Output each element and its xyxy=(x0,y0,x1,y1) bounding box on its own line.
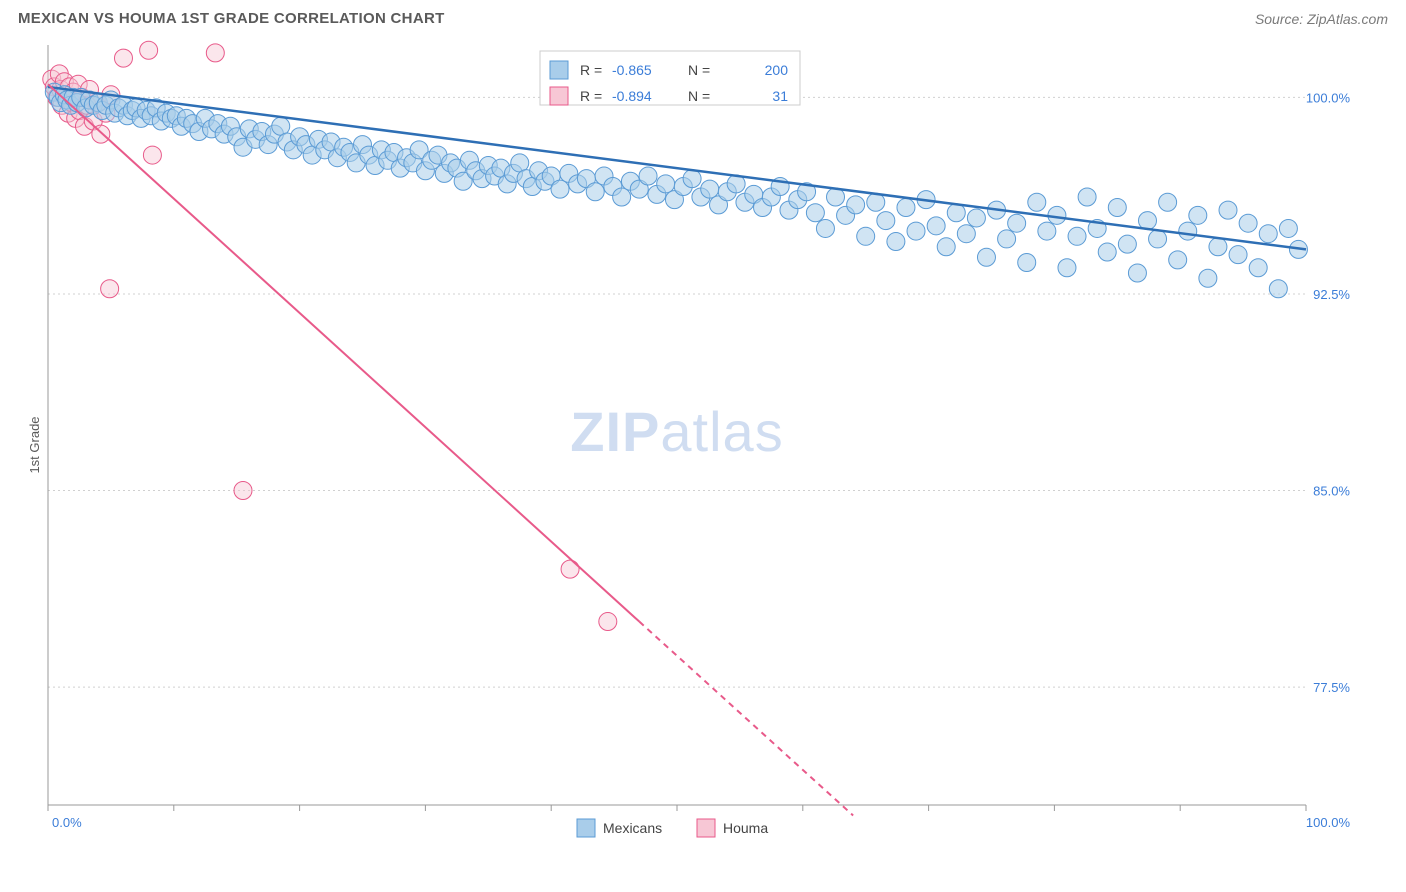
mexicans-point xyxy=(1159,193,1177,211)
mexicans-point xyxy=(1219,201,1237,219)
houma-trend-line-dash xyxy=(639,622,853,816)
watermark: ZIPatlas xyxy=(570,400,783,463)
mexicans-point xyxy=(1239,214,1257,232)
mexicans-trend-line xyxy=(48,87,1306,249)
mexicans-point xyxy=(806,204,824,222)
mexicans-point xyxy=(613,188,631,206)
mexicans-point xyxy=(1128,264,1146,282)
mexicans-point xyxy=(1269,280,1287,298)
mexicans-point xyxy=(586,183,604,201)
correlation-chart: 77.5% 85.0% 92.5% 100.0% ZIPatlas R = -0.865 N … xyxy=(0,35,1406,855)
stats-r-value: -0.894 xyxy=(612,88,652,104)
stats-r-label: R = xyxy=(580,88,602,104)
mexicans-point xyxy=(1229,246,1247,264)
mexicans-point xyxy=(1058,259,1076,277)
mexicans-point xyxy=(957,225,975,243)
y-axis-label: 1st Grade xyxy=(27,416,42,473)
mexicans-point xyxy=(1008,214,1026,232)
mexicans-point xyxy=(1259,225,1277,243)
mexicans-point xyxy=(998,230,1016,248)
mexicans-point xyxy=(1018,254,1036,272)
stats-n-value: 31 xyxy=(772,88,788,104)
mexicans-point xyxy=(967,209,985,227)
stats-swatch xyxy=(550,87,568,105)
y-tick-label: 100.0% xyxy=(1306,90,1351,105)
mexicans-point xyxy=(683,170,701,188)
houma-point xyxy=(114,49,132,67)
stats-r-label: R = xyxy=(580,62,602,78)
mexicans-point xyxy=(877,212,895,230)
mexicans-point xyxy=(1068,227,1086,245)
legend-label: Houma xyxy=(723,820,768,836)
houma-point xyxy=(143,146,161,164)
houma-point xyxy=(561,560,579,578)
y-tick-label: 77.5% xyxy=(1313,680,1350,695)
stats-n-label: N = xyxy=(688,88,710,104)
mexicans-point xyxy=(947,204,965,222)
legend-swatch xyxy=(577,819,595,837)
mexicans-point xyxy=(1118,235,1136,253)
mexicans-point xyxy=(977,248,995,266)
mexicans-point xyxy=(639,167,657,185)
mexicans-point xyxy=(1169,251,1187,269)
mexicans-point xyxy=(1149,230,1167,248)
y-tick-label: 85.0% xyxy=(1313,484,1350,499)
correlation-stats-box xyxy=(540,51,800,105)
y-tick-label: 92.5% xyxy=(1313,287,1350,302)
houma-point xyxy=(234,482,252,500)
mexicans-point xyxy=(1209,238,1227,256)
houma-point xyxy=(599,613,617,631)
mexicans-point xyxy=(816,219,834,237)
legend-label: Mexicans xyxy=(603,820,662,836)
houma-point xyxy=(101,280,119,298)
houma-trend-line xyxy=(48,84,639,621)
mexicans-point xyxy=(1179,222,1197,240)
mexicans-point xyxy=(907,222,925,240)
mexicans-point xyxy=(657,175,675,193)
mexicans-point xyxy=(1028,193,1046,211)
stats-swatch xyxy=(550,61,568,79)
mexicans-point xyxy=(701,180,719,198)
mexicans-point xyxy=(937,238,955,256)
mexicans-point xyxy=(1249,259,1267,277)
chart-title: MEXICAN VS HOUMA 1ST GRADE CORRELATION C… xyxy=(18,10,445,27)
x-tick-right: 100.0% xyxy=(1306,815,1351,830)
mexicans-point xyxy=(847,196,865,214)
mexicans-point xyxy=(897,198,915,216)
mexicans-point xyxy=(1098,243,1116,261)
mexicans-point xyxy=(867,193,885,211)
houma-point xyxy=(140,41,158,59)
houma-point xyxy=(206,44,224,62)
mexicans-point xyxy=(1038,222,1056,240)
mexicans-point xyxy=(551,180,569,198)
stats-n-value: 200 xyxy=(765,62,789,78)
mexicans-point xyxy=(927,217,945,235)
mexicans-point xyxy=(857,227,875,245)
mexicans-point xyxy=(1279,219,1297,237)
mexicans-point xyxy=(1199,269,1217,287)
mexicans-point xyxy=(887,233,905,251)
legend-swatch xyxy=(697,819,715,837)
x-tick-left: 0.0% xyxy=(52,815,82,830)
mexicans-point xyxy=(1108,198,1126,216)
stats-n-label: N = xyxy=(688,62,710,78)
stats-r-value: -0.865 xyxy=(612,62,652,78)
chart-source: Source: ZipAtlas.com xyxy=(1255,11,1388,27)
mexicans-point xyxy=(1189,206,1207,224)
mexicans-point xyxy=(1078,188,1096,206)
